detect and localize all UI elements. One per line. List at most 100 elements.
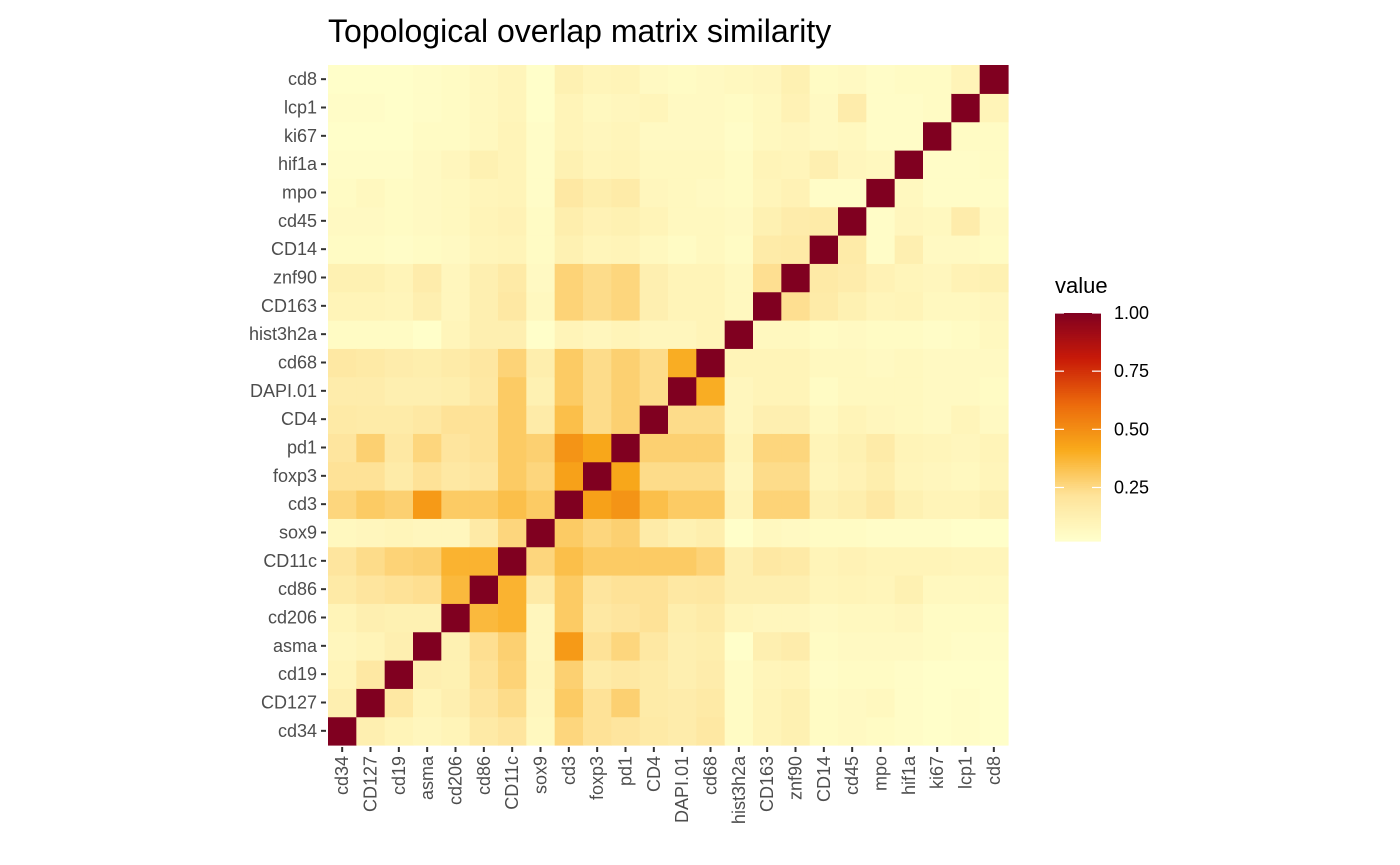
heatmap-cell-CD11c-pd1 xyxy=(498,433,527,463)
heatmap-cell-cd8-cd3 xyxy=(979,490,1009,519)
heatmap-cell-CD11c-cd45 xyxy=(498,206,527,236)
heatmap-cell-asma-DAPI.01 xyxy=(413,376,442,406)
heatmap-cell-znf90-CD11c xyxy=(781,546,811,576)
heatmap-cell-DAPI.01-CD4 xyxy=(668,405,697,434)
heatmap-cell-cd19-cd86 xyxy=(384,575,414,604)
heatmap-cell-ki67-pd1 xyxy=(923,433,952,463)
heatmap-cell-sox9-DAPI.01 xyxy=(526,376,556,406)
heatmap-cell-CD14-sox9 xyxy=(809,518,839,548)
heatmap-cell-cd206-cd68 xyxy=(441,348,471,378)
heatmap-cell-CD11c-znf90 xyxy=(498,263,527,293)
heatmap-cell-cd45-sox9 xyxy=(838,518,867,548)
heatmap-cell-pd1-asma xyxy=(611,631,641,661)
legend-colorbar-segment xyxy=(1055,345,1101,348)
heatmap-cell-CD4-cd68 xyxy=(639,348,669,378)
heatmap-cell-foxp3-sox9 xyxy=(583,518,612,548)
heatmap-cell-cd34-mpo xyxy=(328,178,357,208)
legend-colorbar-segment xyxy=(1055,335,1101,339)
legend-colorbar-segment xyxy=(1055,326,1101,329)
heatmap-cell-CD11c-CD11c xyxy=(498,546,527,576)
heatmap-cell-hist3h2a-cd8 xyxy=(724,65,754,94)
heatmap-cell-asma-CD4 xyxy=(413,405,442,434)
heatmap-cell-foxp3-cd206 xyxy=(583,603,612,633)
heatmap-cell-CD11c-cd34 xyxy=(498,716,527,746)
heatmap-cell-cd86-hist3h2a xyxy=(469,320,499,349)
heatmap-cell-CD14-CD14 xyxy=(809,235,839,264)
heatmap-cell-CD11c-cd206 xyxy=(498,603,527,633)
heatmap-cell-CD163-DAPI.01 xyxy=(753,376,782,406)
heatmap-cell-hist3h2a-asma xyxy=(724,631,754,661)
heatmap-cell-asma-cd19 xyxy=(413,660,442,689)
heatmap-cell-cd8-cd34 xyxy=(979,716,1009,746)
legend-colorbar-segment xyxy=(1055,440,1101,443)
heatmap-cell-cd8-cd68 xyxy=(979,348,1009,378)
heatmap-cell-hist3h2a-CD11c xyxy=(724,546,754,576)
heatmap-cell-hif1a-DAPI.01 xyxy=(894,376,924,406)
heatmap-cell-CD163-CD4 xyxy=(753,405,782,434)
heatmap-cell-CD14-cd68 xyxy=(809,348,839,378)
heatmap-cell-cd8-pd1 xyxy=(979,433,1009,463)
heatmap-cell-cd3-cd19 xyxy=(554,660,584,689)
heatmap-cell-sox9-foxp3 xyxy=(526,461,556,491)
legend-colorbar-segment xyxy=(1055,457,1101,460)
heatmap-cell-foxp3-ki67 xyxy=(583,121,612,151)
y-tick-label-CD4: CD4 xyxy=(281,409,317,429)
x-tick-label-CD11c: CD11c xyxy=(502,756,522,810)
heatmap-cell-cd86-cd45 xyxy=(469,206,499,236)
heatmap-cell-cd206-pd1 xyxy=(441,433,471,463)
legend-colorbar-segment xyxy=(1055,313,1101,316)
heatmap-cell-CD127-foxp3 xyxy=(356,461,386,491)
heatmap-cell-asma-cd8 xyxy=(413,65,442,94)
heatmap-cell-hist3h2a-hist3h2a xyxy=(724,320,754,349)
x-tick-label-foxp3: foxp3 xyxy=(587,756,607,800)
legend-colorbar-segment xyxy=(1055,533,1101,536)
heatmap-cell-pd1-cd19 xyxy=(611,660,641,689)
heatmap-cell-CD14-CD11c xyxy=(809,546,839,576)
heatmap-cell-znf90-cd68 xyxy=(781,348,811,378)
heatmap-cell-CD127-cd3 xyxy=(356,490,386,519)
heatmap-cell-cd206-cd8 xyxy=(441,65,471,94)
heatmap-cell-cd45-cd3 xyxy=(838,490,867,519)
heatmap-cell-cd34-foxp3 xyxy=(328,461,357,491)
heatmap-cell-lcp1-ki67 xyxy=(951,121,981,151)
heatmap-cell-cd86-asma xyxy=(469,631,499,661)
heatmap-cell-znf90-asma xyxy=(781,631,811,661)
heatmap-cell-cd45-asma xyxy=(838,631,867,661)
x-tick-label-CD127: CD127 xyxy=(361,756,381,812)
heatmap-cell-cd86-CD163 xyxy=(469,291,499,321)
heatmap-cell-cd68-cd68 xyxy=(696,348,726,378)
heatmap-cell-CD127-CD11c xyxy=(356,546,386,576)
heatmap-cell-foxp3-CD163 xyxy=(583,291,612,321)
legend-colorbar-segment xyxy=(1055,368,1101,371)
legend-colorbar-segment xyxy=(1055,349,1101,352)
heatmap-cell-cd3-mpo xyxy=(554,178,584,208)
heatmap-cell-cd34-cd68 xyxy=(328,348,357,378)
heatmap-cell-cd68-cd206 xyxy=(696,603,726,633)
heatmap-cell-hif1a-asma xyxy=(894,631,924,661)
heatmap-cell-CD4-znf90 xyxy=(639,263,669,293)
heatmap-cell-cd19-znf90 xyxy=(384,263,414,293)
legend-colorbar-segment xyxy=(1055,497,1101,500)
legend-colorbar-segment xyxy=(1055,485,1101,489)
heatmap-cell-mpo-lcp1 xyxy=(866,93,896,123)
heatmap-cell-CD14-znf90 xyxy=(809,263,839,293)
legend-colorbar-segment xyxy=(1055,506,1101,510)
heatmap-cell-cd19-CD163 xyxy=(384,291,414,321)
heatmap-cell-hist3h2a-CD14 xyxy=(724,235,754,264)
heatmap-cell-pd1-hist3h2a xyxy=(611,320,641,349)
heatmap-cell-DAPI.01-cd45 xyxy=(668,206,697,236)
heatmap-cell-lcp1-sox9 xyxy=(951,518,981,548)
heatmap-cell-DAPI.01-CD11c xyxy=(668,546,697,576)
heatmap-cell-cd86-cd19 xyxy=(469,660,499,689)
heatmap-cell-hist3h2a-ki67 xyxy=(724,121,754,151)
heatmap-cell-cd68-cd8 xyxy=(696,65,726,94)
legend-colorbar-segment xyxy=(1055,480,1101,483)
heatmap-cell-CD127-CD163 xyxy=(356,291,386,321)
legend-colorbar-segment xyxy=(1055,404,1101,407)
heatmap-cell-pd1-sox9 xyxy=(611,518,641,548)
heatmap-cell-cd45-foxp3 xyxy=(838,461,867,491)
heatmap-cell-hif1a-hif1a xyxy=(894,150,924,179)
legend-colorbar-segment xyxy=(1055,316,1101,320)
heatmap-cell-CD4-lcp1 xyxy=(639,93,669,123)
heatmap-cell-cd34-hif1a xyxy=(328,150,357,179)
